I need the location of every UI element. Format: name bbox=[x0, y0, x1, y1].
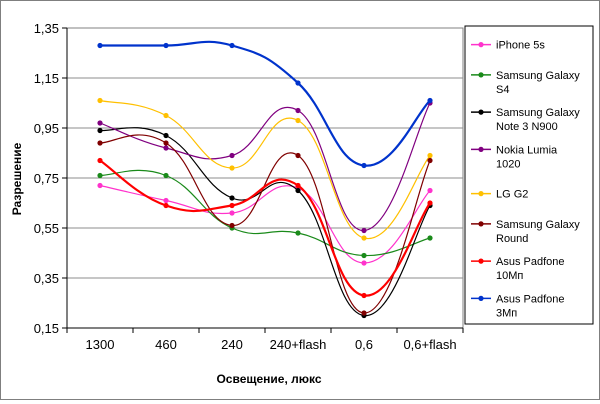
legend-label: Samsung Galaxy bbox=[496, 107, 580, 119]
axes: 0,15 0,35 0,55 0,75 0,95 1,15 1,35 1300 460 240 24… bbox=[34, 21, 464, 352]
series-0 bbox=[97, 182, 433, 266]
data-point bbox=[295, 107, 301, 114]
data-point bbox=[229, 210, 235, 216]
legend-label: Samsung Galaxy bbox=[496, 219, 580, 231]
data-point bbox=[361, 292, 367, 299]
x-tick-label: 1300 bbox=[86, 337, 115, 352]
series-3 bbox=[97, 100, 433, 234]
legend-label: 1020 bbox=[496, 158, 520, 170]
data-point bbox=[229, 195, 235, 201]
data-point bbox=[427, 235, 433, 241]
data-point bbox=[97, 127, 103, 134]
data-point bbox=[163, 132, 169, 139]
data-point bbox=[97, 172, 103, 179]
series-4 bbox=[97, 97, 433, 241]
data-point bbox=[163, 202, 169, 209]
data-point bbox=[361, 260, 367, 266]
data-point bbox=[427, 152, 433, 159]
data-point bbox=[229, 202, 235, 209]
legend-label: Asus Padfone bbox=[496, 293, 565, 305]
x-tick-label: 0,6+flash bbox=[403, 337, 456, 352]
y-tick-label: 0,35 bbox=[34, 271, 59, 286]
legend-box bbox=[464, 25, 594, 325]
data-point bbox=[361, 162, 367, 169]
x-tick-label: 240+flash bbox=[270, 337, 327, 352]
data-point bbox=[163, 172, 169, 179]
data-point bbox=[361, 310, 367, 316]
legend-swatch-marker bbox=[478, 191, 484, 197]
legend-swatch-marker bbox=[478, 221, 484, 227]
legend-label: Nokia Lumia bbox=[496, 144, 558, 156]
data-point bbox=[229, 165, 235, 171]
data-point bbox=[295, 117, 301, 124]
data-point bbox=[229, 222, 235, 229]
legend-label: Note 3 N900 bbox=[496, 121, 558, 133]
y-tick-label: 0,75 bbox=[34, 171, 59, 186]
data-point bbox=[295, 230, 301, 236]
data-point bbox=[295, 187, 301, 194]
legend: iPhone 5s Samsung Galaxy S4 Samsung Galaxy N… bbox=[464, 25, 594, 325]
legend-swatch-marker bbox=[478, 295, 484, 301]
data-point bbox=[427, 97, 433, 104]
data-point bbox=[97, 120, 103, 126]
data-point bbox=[97, 182, 103, 189]
data-point bbox=[97, 97, 103, 104]
data-point bbox=[229, 42, 235, 49]
data-point bbox=[163, 145, 169, 151]
data-point bbox=[295, 182, 301, 189]
data-point bbox=[427, 157, 433, 164]
gridlines bbox=[66, 27, 464, 329]
y-axis-title: Разрешение bbox=[10, 142, 24, 215]
data-point bbox=[427, 200, 433, 206]
data-point bbox=[427, 187, 433, 194]
data-point bbox=[163, 112, 169, 119]
x-axis-title: Освещение, люкс bbox=[216, 372, 321, 386]
data-point bbox=[295, 80, 301, 86]
series-6 bbox=[97, 157, 433, 299]
legend-label: iPhone 5s bbox=[496, 40, 545, 52]
legend-swatch-marker bbox=[478, 258, 484, 264]
x-tick-label: 460 bbox=[155, 337, 177, 352]
series-7 bbox=[97, 40, 433, 169]
legend-label: 10Мп bbox=[496, 270, 523, 282]
data-point bbox=[163, 197, 169, 204]
y-tick-label: 1,15 bbox=[34, 71, 59, 86]
x-tick-label: 0,6 bbox=[355, 337, 373, 352]
data-point bbox=[229, 152, 235, 159]
legend-label: Round bbox=[496, 233, 528, 245]
series-lines bbox=[97, 40, 433, 319]
legend-label: LG G2 bbox=[496, 189, 528, 201]
y-tick-label: 0,95 bbox=[34, 121, 59, 136]
data-point bbox=[361, 227, 367, 234]
series-1 bbox=[97, 169, 433, 259]
x-tick-label: 240 bbox=[221, 337, 243, 352]
data-point bbox=[163, 42, 169, 49]
data-point bbox=[97, 42, 103, 49]
legend-swatch-marker bbox=[478, 109, 484, 115]
series-5 bbox=[97, 134, 433, 316]
y-tick-label: 0,15 bbox=[34, 321, 59, 336]
legend-label: S4 bbox=[496, 84, 509, 96]
data-point bbox=[361, 235, 367, 241]
data-point bbox=[295, 152, 301, 159]
y-tick-label: 1,35 bbox=[34, 21, 59, 36]
legend-label: 3Мп bbox=[496, 307, 517, 319]
legend-swatch-marker bbox=[478, 72, 484, 78]
legend-label: Samsung Galaxy bbox=[496, 70, 580, 82]
y-tick-label: 0,55 bbox=[34, 221, 59, 236]
series-line bbox=[99, 169, 431, 257]
data-point bbox=[97, 140, 103, 146]
legend-label: Asus Padfone bbox=[496, 256, 565, 268]
data-point bbox=[361, 252, 367, 259]
data-point bbox=[163, 140, 169, 146]
legend-swatch-marker bbox=[478, 146, 484, 152]
data-point bbox=[97, 157, 103, 164]
legend-swatch-marker bbox=[478, 42, 484, 48]
